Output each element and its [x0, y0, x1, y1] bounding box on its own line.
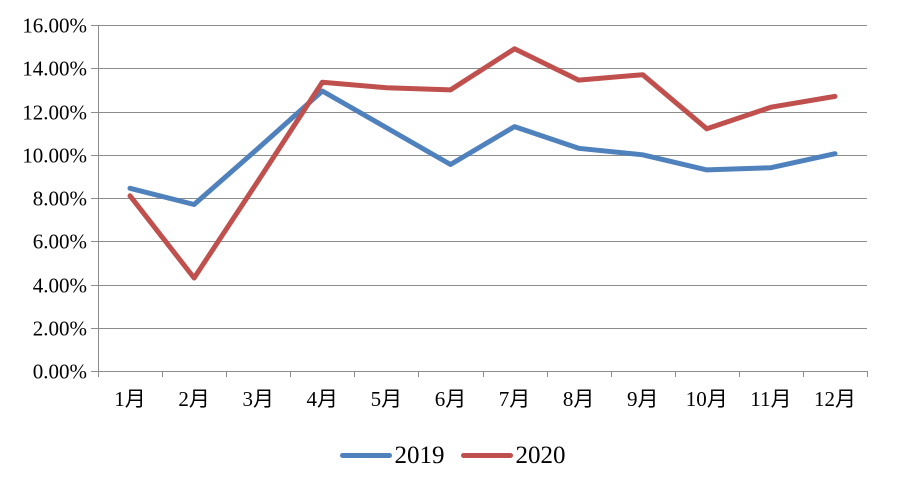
x-axis-category-label: 1月: [114, 387, 146, 411]
x-axis-category-label: 3月: [242, 387, 274, 411]
y-axis-tick-label: 10.00%: [22, 144, 87, 168]
x-axis-category-label: 9月: [627, 387, 659, 411]
legend-item-2019: 2019: [339, 441, 445, 469]
legend-label-2020: 2020: [515, 441, 566, 469]
x-axis-category-label: 5月: [371, 387, 403, 411]
y-axis-tick-label: 6.00%: [33, 230, 87, 254]
x-axis-category-label: 8月: [563, 387, 595, 411]
x-axis-category-label: 7月: [499, 387, 531, 411]
series-line-2020: [127, 46, 838, 281]
series-line-2019: [127, 88, 838, 207]
line-chart-plot-area: 0.00% 2.00% 4.00% 6.00% 8.00% 10.00% 12.00% 14.…: [22, 14, 868, 411]
chart-legend: 2019 2020: [0, 436, 905, 474]
y-axis-tick-label: 0.00%: [33, 360, 87, 384]
x-axis-category-label: 10月: [686, 387, 728, 411]
y-axis-tick-label: 8.00%: [33, 187, 87, 211]
legend-label-2019: 2019: [394, 441, 445, 469]
y-axis-tick-label: 12.00%: [22, 101, 87, 125]
x-axis-category-label: 4月: [307, 387, 339, 411]
x-axis-category-label: 2月: [178, 387, 210, 411]
legend-swatch-2020: [460, 452, 513, 458]
x-axis-category-label: 11月: [750, 387, 791, 411]
x-axis-category-label: 6月: [435, 387, 467, 411]
y-axis-tick-label: 14.00%: [22, 57, 87, 81]
y-axis-tick-label: 4.00%: [33, 274, 87, 298]
y-axis-tick-label: 16.00%: [22, 14, 87, 38]
x-axis-category-label: 12月: [814, 387, 856, 411]
legend-swatch-2019: [339, 452, 392, 458]
legend-item-2020: 2020: [460, 441, 566, 469]
y-axis-tick-label: 2.00%: [33, 317, 87, 341]
